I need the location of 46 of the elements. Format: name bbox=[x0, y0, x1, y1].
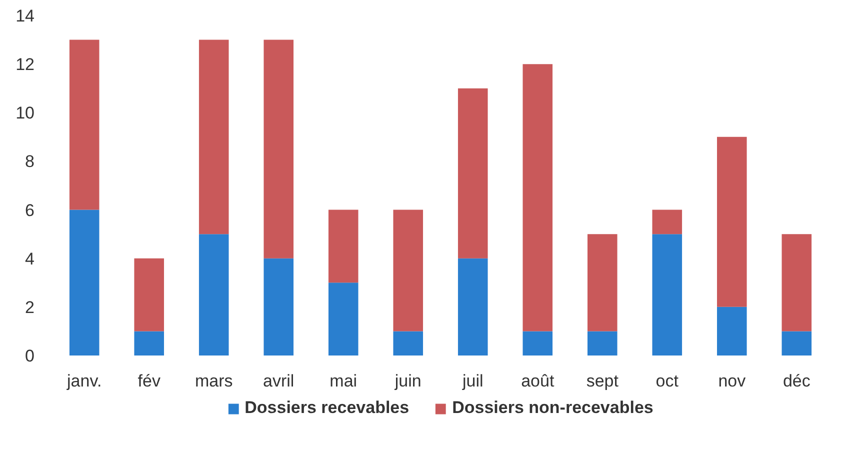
bar bbox=[587, 234, 618, 332]
y-tick-label: 12 bbox=[16, 55, 35, 74]
x-tick-label: nov bbox=[718, 372, 746, 390]
x-tick-label: juil bbox=[461, 372, 484, 390]
y-tick-label: 10 bbox=[16, 104, 35, 123]
bar bbox=[69, 40, 100, 210]
bar bbox=[264, 40, 294, 258]
bar bbox=[782, 234, 812, 332]
x-tick-label: mai bbox=[330, 372, 358, 390]
y-tick-label: 0 bbox=[25, 346, 35, 366]
legend-label: Dossiers non-recevables bbox=[452, 398, 654, 418]
x-tick-label: janv. bbox=[66, 372, 102, 390]
bar bbox=[198, 40, 229, 234]
x-tick-label: oct bbox=[656, 372, 679, 390]
x-tick-label: mars bbox=[194, 372, 233, 390]
x-tick-label: déc bbox=[782, 372, 811, 390]
bar bbox=[134, 331, 164, 356]
bar bbox=[458, 88, 488, 258]
bar bbox=[328, 282, 358, 356]
y-tick-label: 8 bbox=[25, 152, 35, 172]
x-tick-label: fév bbox=[138, 372, 161, 390]
x-tick-label: avril bbox=[263, 372, 294, 390]
bar bbox=[782, 331, 812, 356]
bar bbox=[458, 258, 488, 356]
bar bbox=[69, 210, 100, 356]
y-tick-label: 6 bbox=[25, 200, 35, 220]
bar bbox=[652, 210, 682, 234]
bar bbox=[522, 64, 553, 332]
bar bbox=[198, 234, 229, 356]
y-tick-label: 14 bbox=[16, 6, 35, 26]
bar bbox=[652, 234, 682, 356]
bar bbox=[328, 210, 358, 283]
x-tick-label: sept bbox=[586, 372, 619, 390]
bar bbox=[393, 331, 424, 356]
legend-label: Dossiers recevables bbox=[244, 398, 410, 418]
y-tick-label: 4 bbox=[25, 249, 35, 268]
bar bbox=[522, 331, 553, 356]
bar bbox=[717, 306, 747, 356]
x-tick-label: août bbox=[521, 372, 554, 390]
bar bbox=[134, 258, 164, 332]
y-tick-label: 2 bbox=[25, 298, 35, 317]
bar bbox=[587, 331, 618, 356]
bar bbox=[717, 136, 747, 307]
bar bbox=[393, 210, 424, 332]
x-tick-label: juin bbox=[394, 372, 422, 390]
bar bbox=[264, 258, 294, 356]
